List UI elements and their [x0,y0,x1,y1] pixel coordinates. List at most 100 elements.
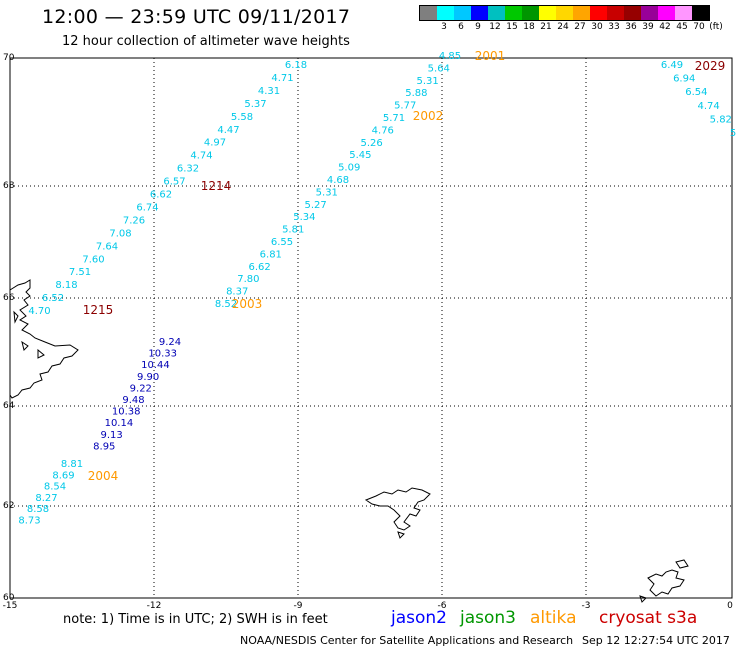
legend-label: (ft) [709,22,723,32]
legend-label: 36 [625,22,637,32]
wave-height-value: 6.81 [260,249,282,260]
longitude-label: -9 [293,601,303,611]
wave-height-value: 5 [730,128,736,139]
wave-height-value: 6.54 [685,87,707,98]
wave-height-value: 5.27 [304,200,326,211]
legend-label: 18 [523,22,535,32]
wave-height-value: 10.38 [112,407,141,418]
wave-height-value: 8.69 [52,470,74,481]
longitude-label: -3 [581,601,591,611]
wave-height-value: 8.58 [27,504,49,515]
wave-height-value: 9.90 [137,372,159,383]
longitude-label: -15 [2,601,18,611]
wave-height-value: 9.48 [122,395,144,406]
legend-label: 70 [693,22,705,32]
wave-height-value: 7.26 [123,215,145,226]
legend-swatch [454,6,471,20]
latitude-label: 60 [3,593,15,603]
legend-swatch [420,6,437,20]
footer-timestamp: Sep 12 12:27:54 UTC 2017 [582,634,730,647]
pass-time-label: 2003 [232,297,263,311]
legend-label: 12 [489,22,501,32]
legend-label: 21 [540,22,552,32]
shetland-islands-coastline [639,559,689,603]
wave-height-value: 10.33 [148,349,177,360]
legend-label: 9 [475,22,481,32]
wave-height-value: 5.71 [383,113,405,124]
wave-height-value: 4.68 [327,175,349,186]
footer-credit: NOAA/NESDIS Center for Satellite Applica… [240,634,574,647]
wave-height-value: 8.18 [55,280,77,291]
pass-time-label: 2002 [413,109,444,123]
wave-height-value: 7.80 [237,274,259,285]
wave-height-value: 5.37 [244,99,266,110]
latitude-label: 64 [3,401,15,411]
wave-height-value: 8.37 [226,287,248,298]
legend-label: 3 [441,22,447,32]
legend-swatch [505,6,522,20]
legend-swatch [539,6,556,20]
legend-label: 33 [608,22,620,32]
wave-height-value: 6.52 [42,293,64,304]
legend-swatch [471,6,488,20]
wave-height-value: 8.54 [44,482,66,493]
legend-label: 42 [659,22,671,32]
wave-height-value: 7.51 [69,267,91,278]
wave-height-value: 6.74 [136,202,158,213]
wave-height-value: 5.09 [338,163,360,174]
longitude-label: 0 [727,601,733,611]
longitude-label: -12 [146,601,162,611]
wave-height-value: 5.26 [360,138,382,149]
legend-swatch [573,6,590,20]
legend-swatch [556,6,573,20]
greenland-coastline [9,279,79,399]
wave-height-value: 9.13 [100,430,122,441]
pass-time-label: 2004 [88,469,119,483]
legend-label: 45 [676,22,688,32]
latitude-label: 70 [3,53,15,63]
pass-time-label: 2029 [695,59,726,73]
pass-time-label: 2001 [475,49,506,63]
satellite-name: jason3 [460,608,516,628]
color-legend: 3 6 9 12 15 18 21 24 27 30 33 36 39 42 45 70 (ft) [419,5,723,33]
longitude-label: -6 [437,601,447,611]
wave-height-value: 5.88 [405,88,427,99]
faroe-islands-coastline [364,487,431,539]
wave-height-value: 8.73 [18,516,40,527]
legend-label: 39 [642,22,654,32]
legend-swatch [624,6,641,20]
wave-height-value: 5.34 [293,212,315,223]
wave-height-value: 4.70 [28,306,50,317]
wave-height-value: 5.77 [394,101,416,112]
wave-height-value: 6.62 [150,190,172,201]
legend-swatch [607,6,624,20]
legend-swatch [437,6,454,20]
legend-label: 6 [458,22,464,32]
wave-height-value: 7.64 [96,241,118,252]
map-subtitle: 12 hour collection of altimeter wave hei… [62,34,350,49]
wave-height-value: 8.81 [61,459,83,470]
pass-time-label: 1215 [83,303,114,317]
wave-height-value: 5.82 [710,114,732,125]
legend-swatch [641,6,658,20]
legend-swatch [658,6,675,20]
legend-swatch [522,6,539,20]
wave-height-value: 7.60 [82,254,104,265]
satellite-name: jason2 [391,608,447,628]
wave-height-value: 5.58 [231,112,253,123]
wave-height-value: 4.97 [204,138,226,149]
wave-height-value: 5.31 [416,76,438,87]
wave-height-value: 10.44 [141,360,170,371]
latitude-label: 66 [3,293,15,303]
wave-height-value: 4.47 [217,125,239,136]
wave-height-value: 6.94 [673,74,695,85]
wave-height-value: 5.64 [428,63,450,74]
legend-label: 30 [591,22,603,32]
wave-height-value: 6.57 [163,177,185,188]
map-title: 12:00 — 23:59 UTC 09/11/2017 [42,6,351,28]
legend-label: 24 [557,22,569,32]
satellite-name: altika [530,608,577,628]
pass-time-label: 1214 [201,179,232,193]
satellite-name: cryosat s3a [599,608,698,628]
